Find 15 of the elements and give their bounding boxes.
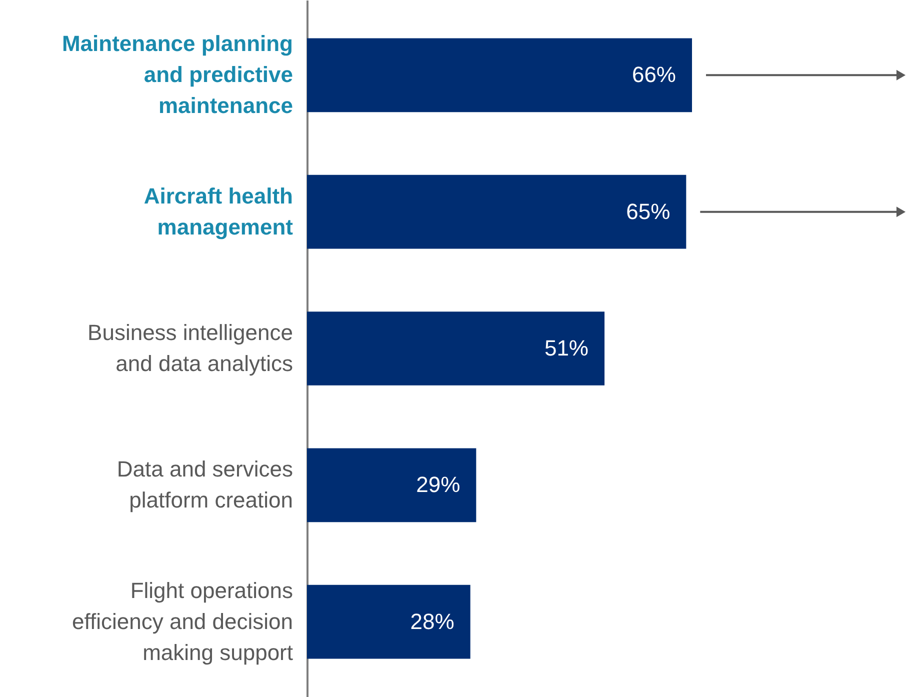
y-tick-label: Aircraft health management [144,183,294,240]
bar [307,448,476,522]
y-tick-label: Maintenance planning and predictive maintenance [62,31,293,118]
bar [307,584,470,659]
bar [307,312,604,386]
y-tick-label: Business intelligence and data analytics [88,320,293,376]
data-label: 28% [410,608,454,634]
y-tick-label: Data and services platform creation [116,456,293,513]
y-tick-label: Flight operations efficiency and decision making support [72,578,293,665]
bar [307,174,686,249]
data-label: 29% [416,472,460,498]
data-label: 66% [632,62,676,88]
data-label: 65% [626,198,670,224]
bar [307,38,692,112]
data-label: 51% [544,336,588,360]
